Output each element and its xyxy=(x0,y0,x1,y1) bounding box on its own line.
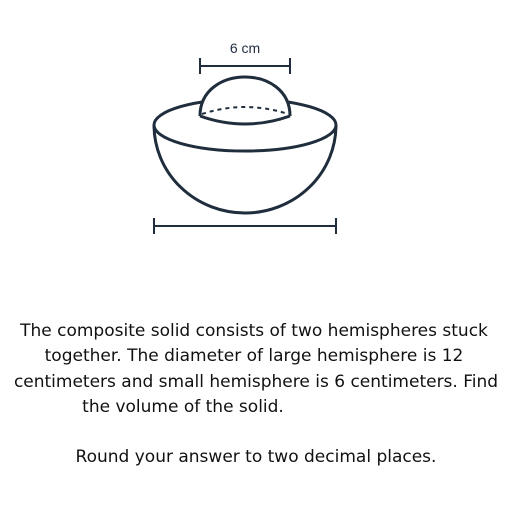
problem-line-2: together. The diameter of large hemisphe… xyxy=(44,346,464,366)
large-diameter-dimension xyxy=(153,218,337,234)
rounding-instruction: Round your answer to two decimal places. xyxy=(75,447,437,467)
problem-line-1: The composite solid consists of two hemi… xyxy=(20,321,488,341)
problem-line-3: centimeters and small hemisphere is 6 ce… xyxy=(13,372,499,392)
small-diameter-label: 6 cm xyxy=(230,40,260,56)
composite-solid-diagram: 6 cm xyxy=(152,40,338,234)
small-diameter-dimension: 6 cm xyxy=(199,40,291,74)
large-hemisphere xyxy=(152,97,338,215)
problem-line-4: the volume of the solid. xyxy=(82,397,284,417)
small-hemisphere xyxy=(198,75,292,126)
